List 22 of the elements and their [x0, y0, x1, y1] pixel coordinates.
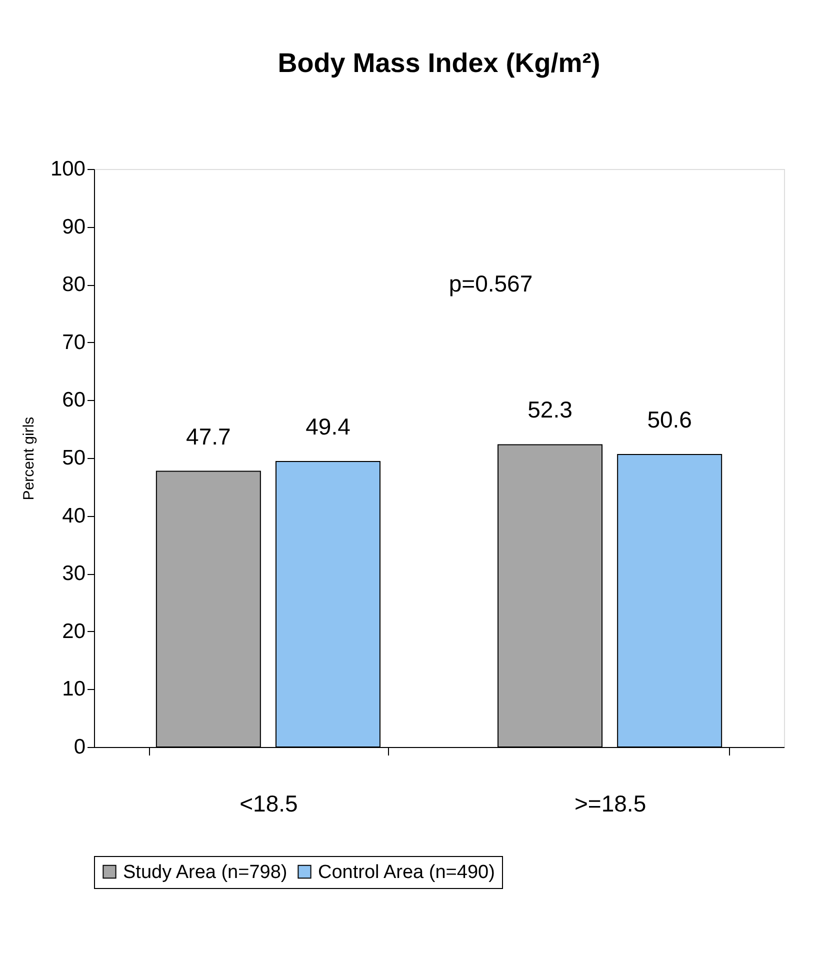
y-tick-label: 0	[74, 736, 86, 758]
legend-label: Study Area (n=798)	[123, 862, 288, 883]
y-tick-label: 70	[62, 330, 86, 354]
y-tick-label: 60	[62, 388, 86, 412]
chart-title: Body Mass Index (Kg/m²)	[278, 48, 600, 78]
y-axis-title: Percent girls	[20, 416, 38, 500]
y-tick-label: 90	[62, 215, 86, 238]
x-tick-label: >=18.5	[574, 790, 646, 816]
data-label: 47.7	[186, 423, 231, 450]
y-tick-label: 40	[62, 504, 86, 528]
data-label: 49.4	[306, 413, 351, 440]
data-label: 50.6	[647, 406, 692, 433]
y-tick-label: 80	[62, 273, 86, 296]
y-tick-label: 20	[62, 620, 86, 643]
x-tick-label: <18.5	[240, 790, 298, 816]
legend-label: Control Area (n=490)	[318, 862, 495, 883]
y-tick-label: 30	[62, 562, 86, 586]
y-tick-label: 10	[62, 678, 86, 701]
y-tick-label: 50	[62, 446, 86, 470]
annotation: p=0.567	[448, 270, 533, 297]
y-tick-label: 100	[50, 158, 86, 180]
data-label: 52.3	[528, 396, 572, 423]
